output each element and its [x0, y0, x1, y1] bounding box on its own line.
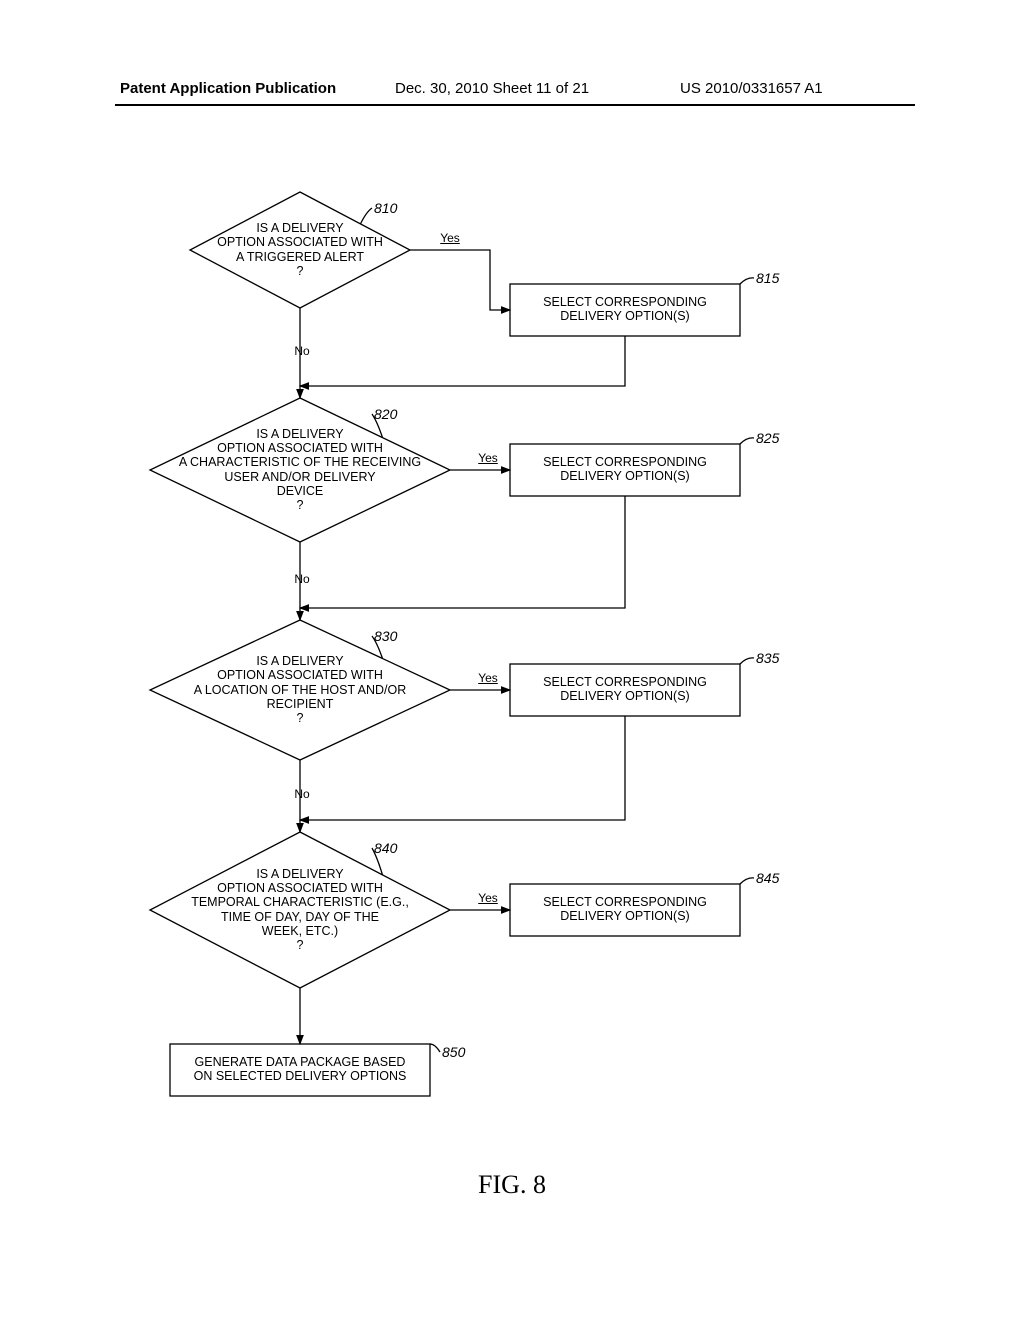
- box-850: GENERATE DATA PACKAGE BASEDON SELECTED D…: [175, 1055, 425, 1084]
- page: Patent Application Publication Dec. 30, …: [0, 0, 1024, 1320]
- ref-835: 835: [756, 650, 806, 666]
- flowchart-svg: [0, 110, 1024, 1160]
- header-mid: Dec. 30, 2010 Sheet 11 of 21: [395, 80, 589, 97]
- yes-820: Yes: [468, 452, 508, 466]
- diamond-810: IS A DELIVERYOPTION ASSOCIATED WITHA TRI…: [170, 221, 430, 279]
- header-left: Patent Application Publication: [120, 80, 336, 97]
- header-right: US 2010/0331657 A1: [680, 80, 823, 97]
- diamond-820: IS A DELIVERYOPTION ASSOCIATED WITHA CHA…: [170, 427, 430, 513]
- box-835: SELECT CORRESPONDINGDELIVERY OPTION(S): [515, 675, 735, 704]
- box-845: SELECT CORRESPONDINGDELIVERY OPTION(S): [515, 895, 735, 924]
- no-830: No: [282, 788, 322, 802]
- no-810: No: [282, 345, 322, 359]
- page-header: Patent Application Publication Dec. 30, …: [0, 80, 1024, 102]
- ref-820: 820: [374, 406, 424, 422]
- header-rule: [115, 104, 915, 106]
- box-825: SELECT CORRESPONDINGDELIVERY OPTION(S): [515, 455, 735, 484]
- box-815: SELECT CORRESPONDINGDELIVERY OPTION(S): [515, 295, 735, 324]
- yes-810: Yes: [430, 232, 470, 246]
- no-820: No: [282, 573, 322, 587]
- yes-830: Yes: [468, 672, 508, 686]
- yes-840: Yes: [468, 892, 508, 906]
- ref-825: 825: [756, 430, 806, 446]
- figure-label: FIG. 8: [452, 1170, 572, 1200]
- diamond-830: IS A DELIVERYOPTION ASSOCIATED WITHA LOC…: [170, 654, 430, 726]
- ref-815: 815: [756, 270, 806, 286]
- ref-845: 845: [756, 870, 806, 886]
- ref-840: 840: [374, 840, 424, 856]
- ref-810: 810: [374, 200, 424, 216]
- ref-850: 850: [442, 1044, 492, 1060]
- diamond-840: IS A DELIVERYOPTION ASSOCIATED WITHTEMPO…: [170, 867, 430, 953]
- ref-830: 830: [374, 628, 424, 644]
- flowchart-canvas: IS A DELIVERYOPTION ASSOCIATED WITHA TRI…: [0, 110, 1024, 1160]
